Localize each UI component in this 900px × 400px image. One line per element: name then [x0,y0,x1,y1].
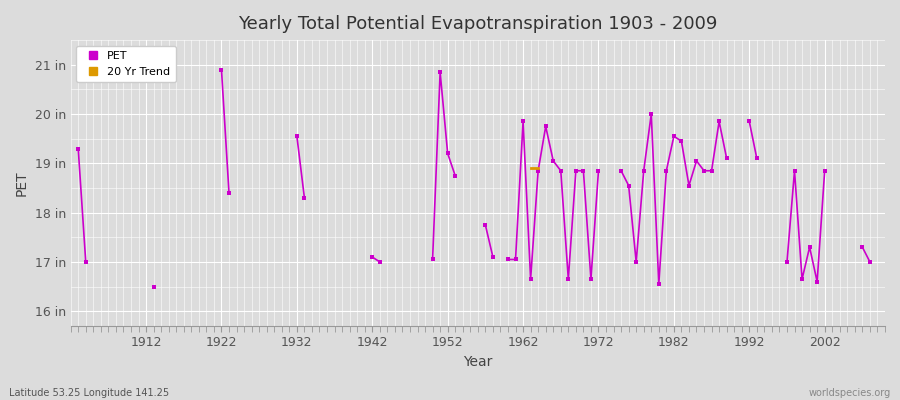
Legend: PET, 20 Yr Trend: PET, 20 Yr Trend [76,46,176,82]
X-axis label: Year: Year [464,355,492,369]
Title: Yearly Total Potential Evapotranspiration 1903 - 2009: Yearly Total Potential Evapotranspiratio… [238,15,717,33]
Text: worldspecies.org: worldspecies.org [809,388,891,398]
Text: Latitude 53.25 Longitude 141.25: Latitude 53.25 Longitude 141.25 [9,388,169,398]
Y-axis label: PET: PET [15,170,29,196]
